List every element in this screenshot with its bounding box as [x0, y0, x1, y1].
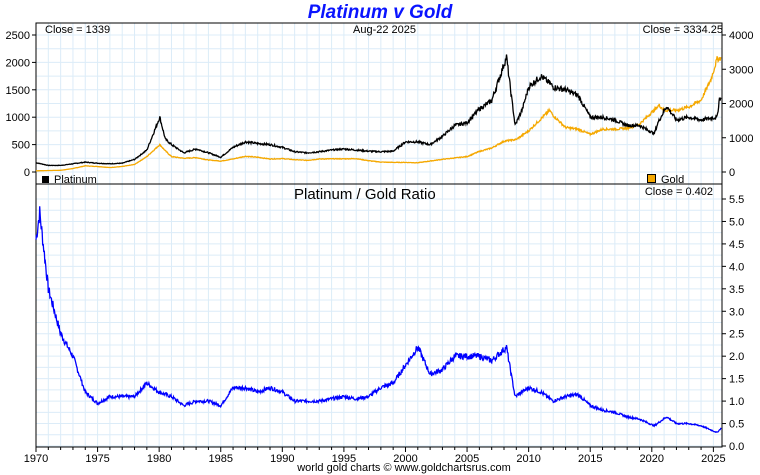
platinum-close-label: Close = 1339: [45, 24, 111, 36]
y-tick-label-right: 0: [729, 167, 735, 179]
ratio-line: [35, 206, 722, 434]
ratio-tick-label: 2.0: [729, 351, 744, 363]
legend-gold: Gold: [647, 174, 684, 186]
x-tick-label: 2010: [516, 453, 540, 465]
ratio-tick-label: 5.0: [729, 216, 744, 228]
ratio-tick-label: 3.0: [729, 306, 744, 318]
y-tick-label-left: 2500: [6, 30, 30, 42]
legend-platinum-label: Platinum: [54, 174, 97, 186]
ratio-tick-label: 0.0: [729, 441, 744, 453]
ratio-tick-label: 0.5: [729, 419, 744, 431]
y-tick-label-left: 1500: [6, 85, 30, 97]
ratio-tick-label: 1.5: [729, 374, 744, 386]
gold-line: [36, 56, 722, 172]
ratio-tick-label: 1.0: [729, 396, 744, 408]
footer-credit: world gold charts © www.goldchartsrus.co…: [297, 462, 511, 474]
x-tick-label: 2000: [393, 453, 417, 465]
ratio-tick-label: 4.5: [729, 239, 744, 251]
y-tick-label-left: 1000: [6, 112, 30, 124]
x-tick-label: 2020: [640, 453, 664, 465]
x-tick-label: 2015: [578, 453, 602, 465]
x-tick-label: 2005: [455, 453, 479, 465]
date-label: Aug-22 2025: [353, 24, 416, 36]
legend-gold-swatch: [647, 174, 656, 183]
x-tick-label: 2025: [701, 453, 725, 465]
y-tick-label-left: 500: [12, 140, 30, 152]
x-tick-label: 1995: [332, 453, 356, 465]
y-tick-label-right: 1000: [729, 133, 753, 145]
chart-title: Platinum v Gold: [307, 2, 453, 23]
legend-platinum: Platinum: [42, 174, 97, 186]
x-tick-label: 1990: [270, 453, 294, 465]
platinum-line: [35, 54, 722, 167]
x-tick-label: 1985: [208, 453, 232, 465]
ratio-tick-label: 2.5: [729, 329, 744, 341]
ratio-title: Platinum / Gold Ratio: [294, 186, 436, 203]
y-tick-label-left: 0: [24, 167, 30, 179]
plot-frame: [35, 22, 723, 448]
x-tick-label: 1980: [147, 453, 171, 465]
gold-close-label: Close = 3334.25: [642, 24, 723, 36]
y-tick-label-right: 3000: [729, 64, 753, 76]
y-tick-label-left: 2000: [6, 57, 30, 69]
ratio-tick-label: 3.5: [729, 284, 744, 296]
ratio-tick-label: 5.5: [729, 194, 744, 206]
x-tick-label: 1970: [24, 453, 48, 465]
x-tick-label: 1975: [85, 453, 109, 465]
legend-gold-label: Gold: [661, 174, 685, 186]
y-tick-label-right: 2000: [729, 99, 753, 111]
ratio-close-label: Close = 0.402: [644, 186, 713, 198]
ratio-tick-label: 4.0: [729, 261, 744, 273]
y-tick-label-right: 4000: [729, 30, 753, 42]
legend-platinum-swatch: [42, 176, 49, 183]
